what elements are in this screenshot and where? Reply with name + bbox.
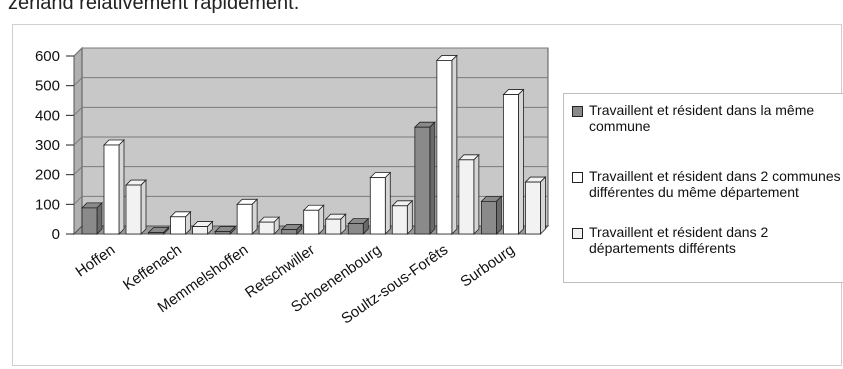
legend-item-different-communes: Travaillent et résident dans 2 communes … [572,168,843,200]
bar [303,209,320,235]
x-tick-label: Hoffen [73,241,119,280]
bar [81,207,98,235]
y-tick-label: 0 [52,226,60,243]
bar-side [140,179,147,235]
bar [525,181,541,235]
bar [458,159,475,235]
gridline-side [73,195,83,205]
y-tick-label: 300 [35,137,60,154]
bar [391,205,408,235]
bar [214,231,231,235]
bar-side [540,176,546,235]
bar-side [496,195,502,235]
gridline-side [73,106,83,116]
gridline-side [73,77,83,87]
gridline-side [73,47,83,57]
bar-side [251,198,258,235]
bar [414,126,431,235]
legend-label: Travaillent et résident dans 2 communes … [589,168,841,200]
legend-swatch-different-departments [572,228,583,239]
x-tick-label: Keffenach [120,241,185,294]
legend-item-different-departments: Travaillent et résident dans 2 départeme… [572,224,843,256]
bar [103,144,120,235]
y-tick-label: 100 [35,196,60,213]
bar [170,216,186,235]
legend-item-same-commune: Travaillent et résident dans la même com… [572,102,843,134]
y-tick-label: 600 [35,48,60,65]
y-tick-label: 200 [35,167,60,184]
y-tick-label: 500 [35,78,60,95]
bar [125,184,142,235]
page-caption: zerland relativement rapidement. [8,0,300,14]
bar [258,221,275,235]
y-tick-label: 400 [35,107,60,124]
bar-side [473,153,480,235]
bar [236,203,253,235]
x-tick-label: Surbourg [457,241,517,290]
bar-side [96,201,103,235]
bar [503,94,519,235]
legend-swatch-same-commune [572,106,583,117]
gridline-side [73,136,83,146]
bar-side [406,199,413,235]
legend-label: Travaillent et résident dans la même com… [589,102,815,134]
bar-side [429,121,436,235]
bar-side [518,88,524,235]
legend-label: Travaillent et résident dans 2 départeme… [589,224,769,256]
bar-side [451,54,458,235]
bar-side [118,139,125,235]
chart-legend: Travaillent et résident dans la même com… [563,93,843,283]
bar [148,232,164,235]
bar [436,60,453,235]
bar-side [384,171,391,235]
bar [325,218,342,235]
bar [192,226,208,235]
bar-side [318,204,325,235]
bar [481,200,497,235]
legend-swatch-different-communes [572,172,583,183]
bar [281,229,298,235]
bar [347,223,364,235]
bar [369,177,386,235]
gridline-side [73,166,83,176]
